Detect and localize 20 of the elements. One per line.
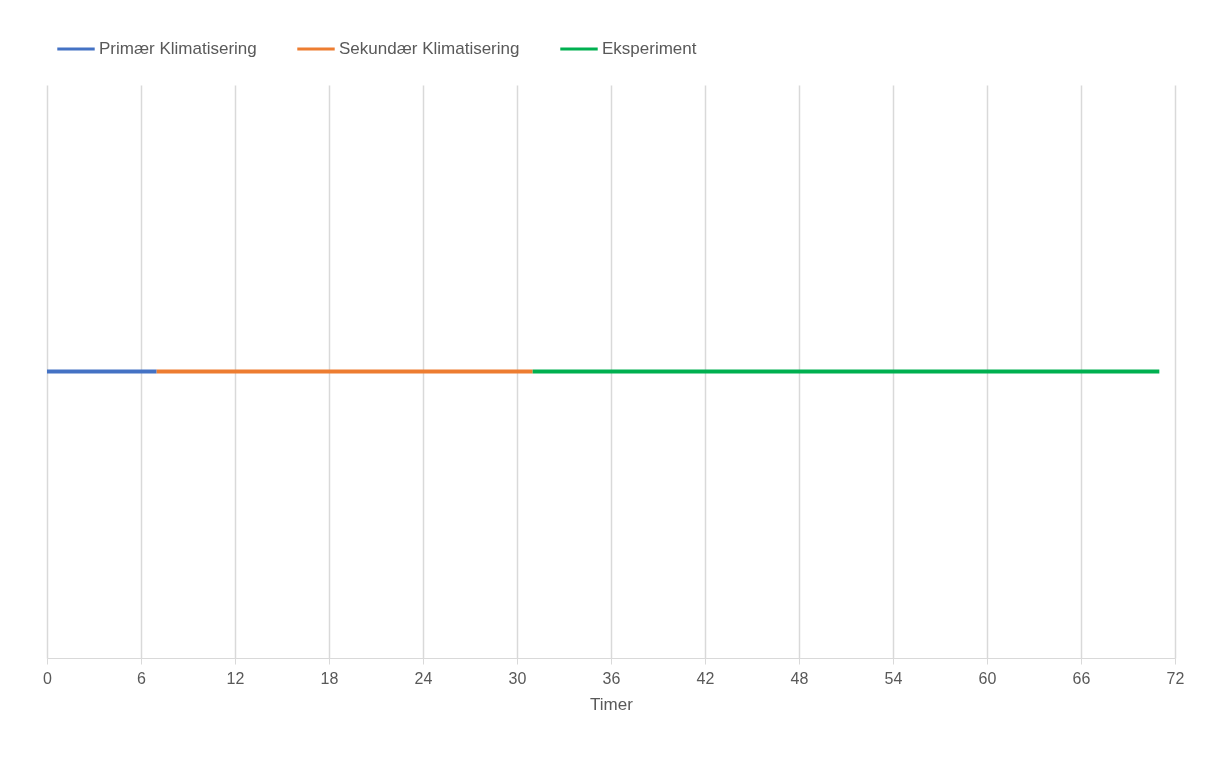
x-tick-label: 12 xyxy=(226,669,245,687)
x-tick-label: 54 xyxy=(884,669,903,687)
x-tick-label: 18 xyxy=(320,669,339,687)
x-tick-label: 24 xyxy=(414,669,433,687)
bar xyxy=(156,369,533,374)
legend-label: Primær Klimatisering xyxy=(99,39,257,58)
x-tick-label: 36 xyxy=(602,669,621,687)
x-tick-label: 6 xyxy=(137,669,147,687)
legend-label: Eksperiment xyxy=(602,39,697,58)
x-tick-label: 72 xyxy=(1166,669,1185,687)
x-tick-label: 66 xyxy=(1072,669,1091,687)
x-tick-label: 60 xyxy=(978,669,997,687)
x-tick-label: 48 xyxy=(790,669,809,687)
x-tick-label: 30 xyxy=(508,669,527,687)
x-axis-title: Timer xyxy=(590,694,634,714)
x-tick-label: 42 xyxy=(696,669,715,687)
x-tick-label: 0 xyxy=(43,669,53,687)
bar xyxy=(532,369,1160,374)
legend-label: Sekundær Klimatisering xyxy=(339,39,520,58)
bar xyxy=(47,369,157,374)
